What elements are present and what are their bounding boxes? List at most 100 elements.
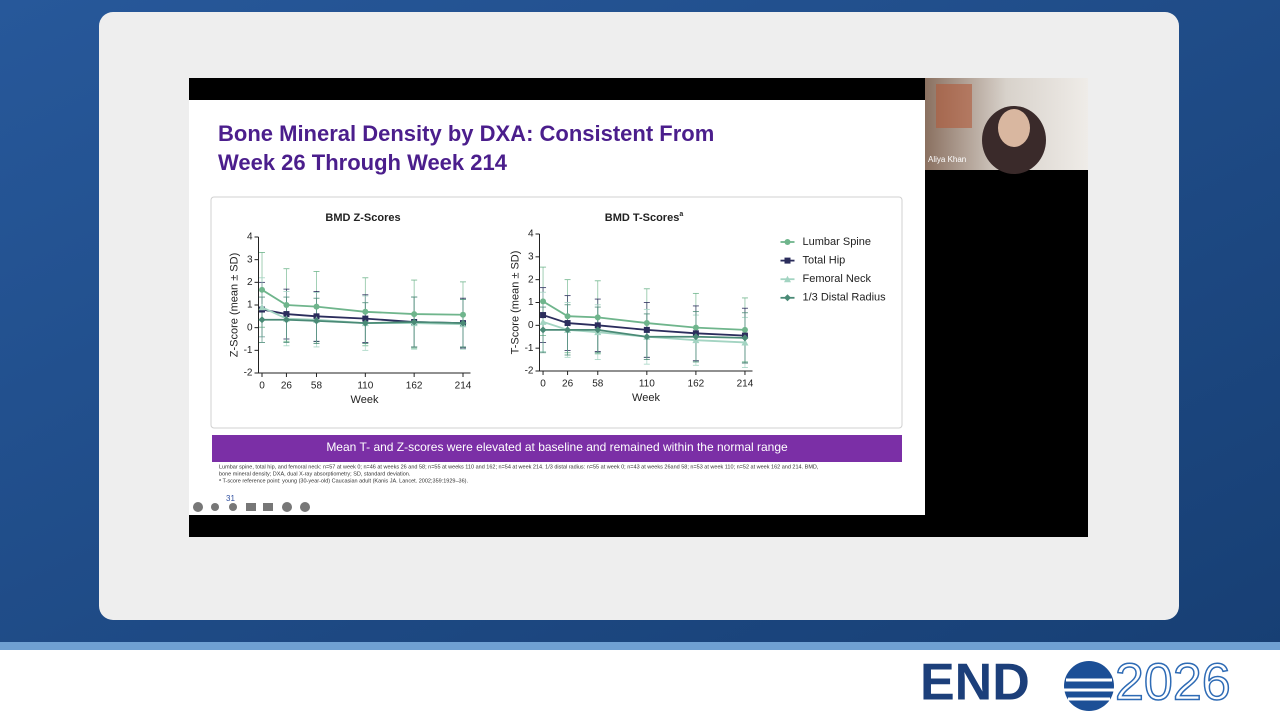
banner-text: Mean T- and Z-scores were elevated at ba…: [326, 440, 788, 454]
x-axis-label: Week: [632, 392, 660, 404]
marker: [282, 316, 290, 324]
marker: [410, 318, 418, 326]
y-axis-label: Z-Score (mean ± SD): [228, 253, 240, 357]
logo-globe-lines: [1064, 678, 1114, 701]
y-tick-label: -2: [244, 368, 253, 379]
chart-title: BMD Z-Scores: [325, 212, 400, 224]
chart-title-sup: a: [679, 211, 683, 218]
marker: [539, 326, 547, 334]
x-axis-label: Week: [351, 394, 379, 406]
marker: [283, 302, 290, 308]
next-button[interactable]: [300, 502, 310, 512]
marker: [594, 326, 602, 334]
y-tick-label: -1: [525, 343, 534, 354]
y-tick-label: 2: [247, 277, 253, 288]
x-tick-label: 214: [455, 381, 472, 392]
y-tick-label: 0: [247, 322, 253, 333]
legend-marker: [784, 239, 791, 245]
footnote: ᵃ T-score reference point: young (30-yea…: [219, 478, 468, 484]
y-tick-label: 3: [528, 251, 534, 262]
legend-label: Lumbar Spine: [803, 236, 872, 248]
marker: [259, 286, 266, 293]
pen-button[interactable]: [211, 503, 219, 511]
marker: [643, 333, 651, 341]
stripe: [0, 642, 1280, 650]
x-tick-label: 0: [259, 381, 265, 392]
x-tick-label: 0: [540, 379, 546, 390]
marker: [594, 314, 601, 321]
legend-label: Total Hip: [803, 255, 846, 267]
y-tick-label: 1: [528, 297, 534, 308]
marker: [594, 322, 601, 329]
legend-label: 1/3 Distal Radius: [803, 292, 887, 304]
y-tick-label: 1: [247, 300, 253, 311]
marker: [692, 333, 700, 341]
chart-panel: [210, 196, 903, 429]
x-tick-label: 162: [688, 379, 705, 390]
marker: [741, 334, 749, 342]
zoom-button[interactable]: [229, 503, 237, 511]
series-line: [262, 318, 464, 325]
marker: [313, 303, 320, 310]
slide-title: Week 26 Through Week 214: [218, 150, 508, 175]
series-line: [542, 300, 745, 331]
page-number: 31: [226, 494, 235, 503]
x-tick-label: 214: [737, 379, 754, 390]
y-tick-label: -2: [525, 366, 534, 377]
series-line: [261, 289, 463, 316]
marker: [312, 317, 320, 325]
painting: [936, 84, 972, 128]
marker: [459, 311, 466, 318]
y-tick-label: 4: [247, 232, 253, 243]
x-tick-label: 26: [562, 379, 574, 390]
legend-marker: [784, 257, 791, 264]
marker: [362, 315, 369, 322]
x-tick-label: 58: [592, 379, 604, 390]
marker: [539, 318, 547, 325]
legend-marker: [784, 294, 791, 302]
y-tick-label: 3: [247, 254, 253, 265]
slide-title: Bone Mineral Density by DXA: Consistent …: [218, 121, 714, 146]
chart-title-text: BMD T-Scores: [605, 212, 680, 224]
y-tick-label: -1: [244, 345, 253, 356]
logo-globe: [1064, 661, 1114, 711]
x-tick-label: 162: [406, 381, 423, 392]
logo-right: 2026: [1115, 654, 1231, 712]
series-line: [542, 314, 745, 337]
y-tick-label: 2: [528, 274, 534, 285]
marker: [741, 326, 748, 333]
footnote: bone mineral density; DXA, dual X-ray ab…: [219, 471, 411, 477]
speaker-face: [998, 109, 1030, 147]
legend-label: Femoral Neck: [803, 273, 872, 285]
marker: [362, 308, 369, 315]
more-button[interactable]: [282, 502, 292, 512]
speaker-name: Aliya Khan: [928, 155, 966, 164]
series-line: [542, 321, 745, 344]
footnote: Lumbar spine, total hip, and femoral nec…: [219, 464, 819, 470]
marker: [258, 303, 266, 311]
y-tick-label: 4: [528, 229, 534, 240]
camera-button[interactable]: [263, 503, 273, 511]
marker: [643, 326, 650, 333]
legend-marker: [784, 275, 791, 283]
x-tick-label: 110: [357, 381, 373, 392]
prev-button[interactable]: [193, 502, 203, 512]
marker: [692, 324, 699, 331]
marker: [540, 298, 547, 305]
chart-title-text: BMD Z-Scores: [325, 212, 400, 224]
x-tick-label: 58: [311, 381, 323, 392]
marker: [564, 313, 571, 320]
marker: [741, 338, 749, 346]
captions-button[interactable]: [246, 503, 256, 511]
marker: [361, 319, 369, 327]
marker: [411, 311, 418, 318]
marker: [564, 320, 571, 327]
logo-left: END: [920, 654, 1030, 712]
y-axis-label: T-Score (mean ± SD): [509, 251, 521, 355]
series-line: [543, 329, 745, 339]
marker: [540, 312, 547, 319]
x-tick-label: 110: [639, 379, 655, 390]
chart-title: BMD T-Scoresa: [605, 211, 684, 224]
